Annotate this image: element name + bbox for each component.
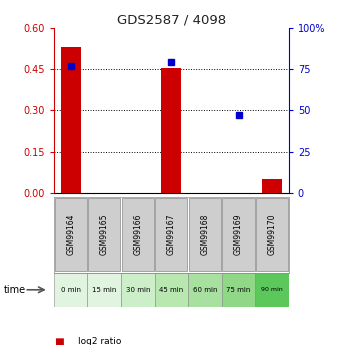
Bar — [222, 273, 255, 307]
Text: GSM99166: GSM99166 — [133, 214, 142, 255]
Bar — [256, 198, 288, 271]
Bar — [222, 198, 255, 271]
Text: 60 min: 60 min — [193, 287, 217, 293]
Bar — [155, 273, 188, 307]
Bar — [61, 47, 81, 193]
Text: ■: ■ — [54, 337, 64, 345]
Text: GSM99164: GSM99164 — [66, 214, 75, 255]
Bar — [188, 273, 222, 307]
Text: time: time — [3, 285, 26, 295]
Text: 90 min: 90 min — [261, 287, 283, 292]
Text: 15 min: 15 min — [92, 287, 117, 293]
Bar — [155, 198, 188, 271]
Bar — [122, 198, 154, 271]
Text: GSM99167: GSM99167 — [167, 214, 176, 255]
Text: GSM99165: GSM99165 — [100, 214, 109, 255]
Bar — [87, 273, 121, 307]
Text: 0 min: 0 min — [61, 287, 81, 293]
Text: log2 ratio: log2 ratio — [78, 337, 122, 345]
Text: 30 min: 30 min — [126, 287, 150, 293]
Bar — [255, 273, 289, 307]
Bar — [55, 198, 87, 271]
Bar — [189, 198, 221, 271]
Bar — [54, 273, 87, 307]
Bar — [88, 198, 120, 271]
Text: GSM99170: GSM99170 — [268, 214, 277, 255]
Bar — [262, 179, 282, 193]
Text: 75 min: 75 min — [226, 287, 251, 293]
Title: GDS2587 / 4098: GDS2587 / 4098 — [117, 13, 226, 27]
Bar — [161, 68, 181, 193]
Text: 45 min: 45 min — [159, 287, 183, 293]
Bar — [121, 273, 155, 307]
Text: GSM99168: GSM99168 — [200, 214, 209, 255]
Text: GSM99169: GSM99169 — [234, 214, 243, 255]
